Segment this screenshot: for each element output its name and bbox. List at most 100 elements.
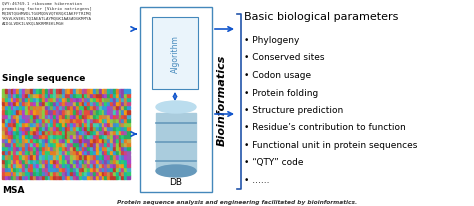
Bar: [107, 163, 110, 167]
Bar: [42, 155, 45, 159]
Bar: [113, 118, 116, 122]
Bar: [5, 167, 8, 171]
Bar: [36, 175, 39, 179]
Bar: [67, 151, 70, 155]
Bar: [42, 139, 45, 143]
Bar: [50, 159, 53, 163]
Bar: [22, 147, 25, 151]
Bar: [82, 126, 84, 130]
Bar: [121, 163, 124, 167]
Bar: [62, 98, 64, 102]
Bar: [50, 143, 53, 146]
Bar: [110, 143, 113, 146]
Bar: [73, 122, 76, 126]
Bar: [99, 98, 101, 102]
Bar: [13, 159, 16, 163]
Bar: [30, 110, 33, 114]
Bar: [59, 159, 62, 163]
Bar: [113, 106, 116, 110]
Bar: [116, 143, 118, 146]
Bar: [124, 163, 127, 167]
Bar: [13, 122, 16, 126]
Bar: [62, 163, 64, 167]
Bar: [45, 143, 47, 146]
Bar: [27, 106, 30, 110]
Bar: [87, 122, 90, 126]
Bar: [8, 106, 10, 110]
Bar: [67, 102, 70, 106]
Bar: [107, 102, 110, 106]
Bar: [39, 106, 42, 110]
Bar: [30, 102, 33, 106]
Bar: [13, 114, 16, 118]
Bar: [27, 175, 30, 179]
Bar: [47, 94, 50, 98]
Bar: [84, 155, 87, 159]
Bar: [25, 167, 27, 171]
Bar: [116, 110, 118, 114]
Bar: [124, 135, 127, 138]
Bar: [101, 106, 104, 110]
Bar: [93, 126, 96, 130]
Bar: [5, 110, 8, 114]
Bar: [36, 90, 39, 94]
Bar: [56, 114, 59, 118]
Text: MSA: MSA: [2, 185, 25, 194]
Bar: [90, 159, 93, 163]
Bar: [13, 106, 16, 110]
Bar: [104, 155, 107, 159]
Bar: [27, 159, 30, 163]
Bar: [107, 94, 110, 98]
Bar: [87, 130, 90, 134]
Bar: [99, 163, 101, 167]
Bar: [96, 106, 99, 110]
Bar: [107, 135, 110, 138]
Bar: [107, 106, 110, 110]
Bar: [113, 159, 116, 163]
Bar: [84, 139, 87, 143]
Bar: [2, 159, 5, 163]
Bar: [104, 171, 107, 175]
Bar: [101, 98, 104, 102]
Bar: [56, 175, 59, 179]
Bar: [27, 122, 30, 126]
Bar: [118, 135, 121, 138]
Bar: [82, 143, 84, 146]
Bar: [101, 102, 104, 106]
Text: • Functional unit in protein sequences: • Functional unit in protein sequences: [244, 140, 418, 149]
Bar: [73, 151, 76, 155]
Bar: [64, 122, 67, 126]
Bar: [93, 163, 96, 167]
Bar: [67, 163, 70, 167]
Bar: [22, 171, 25, 175]
Bar: [113, 151, 116, 155]
Bar: [56, 118, 59, 122]
Bar: [67, 94, 70, 98]
Bar: [82, 118, 84, 122]
Text: • Protein folding: • Protein folding: [244, 88, 318, 97]
Bar: [104, 94, 107, 98]
Bar: [87, 155, 90, 159]
Bar: [90, 167, 93, 171]
Bar: [33, 135, 36, 138]
Bar: [10, 130, 13, 134]
Bar: [87, 163, 90, 167]
Bar: [39, 98, 42, 102]
Bar: [22, 151, 25, 155]
Text: • ......: • ......: [244, 175, 270, 184]
Bar: [82, 147, 84, 151]
Bar: [67, 130, 70, 134]
Bar: [16, 147, 19, 151]
Bar: [36, 114, 39, 118]
Bar: [36, 147, 39, 151]
Bar: [79, 151, 82, 155]
Bar: [45, 159, 47, 163]
Bar: [76, 151, 79, 155]
Bar: [121, 171, 124, 175]
Bar: [50, 151, 53, 155]
Bar: [2, 126, 5, 130]
Bar: [64, 139, 67, 143]
Bar: [13, 167, 16, 171]
Bar: [127, 171, 130, 175]
Bar: [8, 159, 10, 163]
